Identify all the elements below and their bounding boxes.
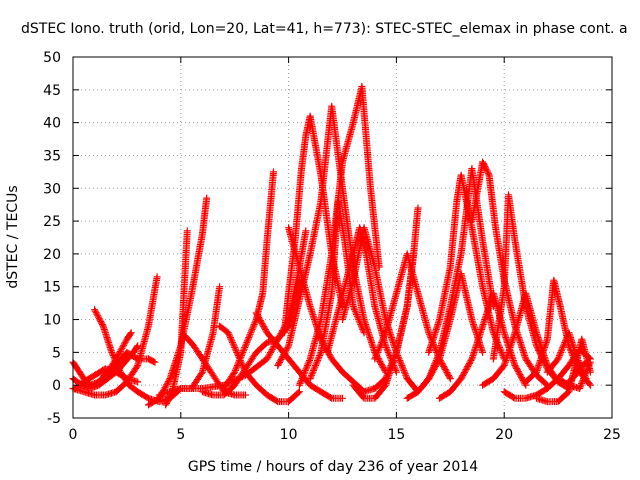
series-37: [554, 358, 594, 392]
series-marker-path: [565, 358, 592, 386]
y-tick-label: 15: [43, 280, 61, 296]
series-28: [425, 171, 508, 363]
x-axis-label: GPS time / hours of day 236 of year 2014: [188, 459, 478, 475]
series-38: [565, 358, 592, 386]
x-tick-label: 0: [69, 427, 78, 443]
series-22: [339, 224, 422, 396]
y-tick-label: 20: [43, 247, 61, 263]
data-marks: [69, 83, 594, 409]
y-tick-label: 25: [43, 214, 61, 230]
series-marker-path: [252, 309, 346, 402]
series-marker-path: [414, 165, 497, 396]
y-tick-label: -5: [47, 411, 61, 427]
y-tick-label: 10: [43, 313, 61, 329]
y-tick-label: 5: [52, 345, 61, 361]
series-21: [323, 224, 400, 376]
x-tick-label: 20: [495, 427, 513, 443]
series-marker-path: [425, 171, 508, 363]
series-marker-path: [323, 224, 400, 376]
x-tick-label: 15: [387, 427, 405, 443]
x-tick-label: 5: [176, 427, 185, 443]
y-tick-label: 40: [43, 116, 61, 132]
y-tick-label: 50: [43, 50, 61, 66]
y-axis-label: dSTEC / TECUs: [5, 185, 21, 288]
x-tick-label: 25: [603, 427, 621, 443]
chart-title: dSTEC Iono. truth (orid, Lon=20, Lat=41,…: [21, 21, 628, 37]
series-27: [414, 165, 497, 396]
series-6: [101, 348, 159, 379]
plot-frame: [72, 56, 613, 419]
y-tick-label: 45: [43, 83, 61, 99]
y-tick-label: 30: [43, 181, 61, 197]
y-tick-label: 35: [43, 148, 61, 164]
series-15: [252, 309, 346, 402]
series-marker-path: [554, 358, 594, 392]
series-marker-path: [339, 224, 422, 396]
y-tick-label: 0: [52, 378, 61, 394]
series-marker-path: [101, 348, 159, 379]
x-tick-label: 10: [280, 427, 298, 443]
axis-ticks: 0 5 10 15 20 25 -5 0 5 10 15 20 25 30 35 40 45 50: [43, 50, 621, 443]
